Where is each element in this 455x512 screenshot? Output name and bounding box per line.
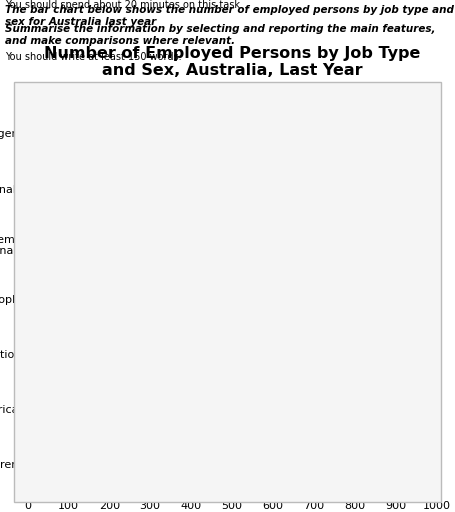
Bar (27, 244, 236, 261)
Bar (27, 226, 175, 244)
Bar (27, 354, 253, 371)
Text: You should write at least 150 words.: You should write at least 150 words. (5, 52, 181, 62)
Bar (27, 281, 68, 298)
Bar (27, 171, 314, 188)
Bar (27, 409, 386, 426)
Legend: % Male, % Female: % Male, % Female (327, 98, 431, 155)
Text: Summarise the information by selecting and reporting the main features, and make: Summarise the information by selecting a… (5, 24, 435, 46)
Bar (27, 298, 396, 316)
Bar (27, 116, 109, 134)
Bar (27, 134, 273, 151)
Text: You should spend about 20 minutes on this task.: You should spend about 20 minutes on thi… (5, 0, 243, 10)
Text: The bar chart below shows the number of employed persons by job type and sex for: The bar chart below shows the number of … (5, 5, 454, 27)
Title: Number of Employed Persons by Job Type
and Sex, Australia, Last Year: Number of Employed Persons by Job Type a… (44, 46, 420, 78)
Bar (27, 336, 68, 354)
Bar (27, 188, 293, 206)
Bar (27, 391, 427, 409)
Bar (27, 464, 191, 482)
Bar (27, 446, 138, 464)
